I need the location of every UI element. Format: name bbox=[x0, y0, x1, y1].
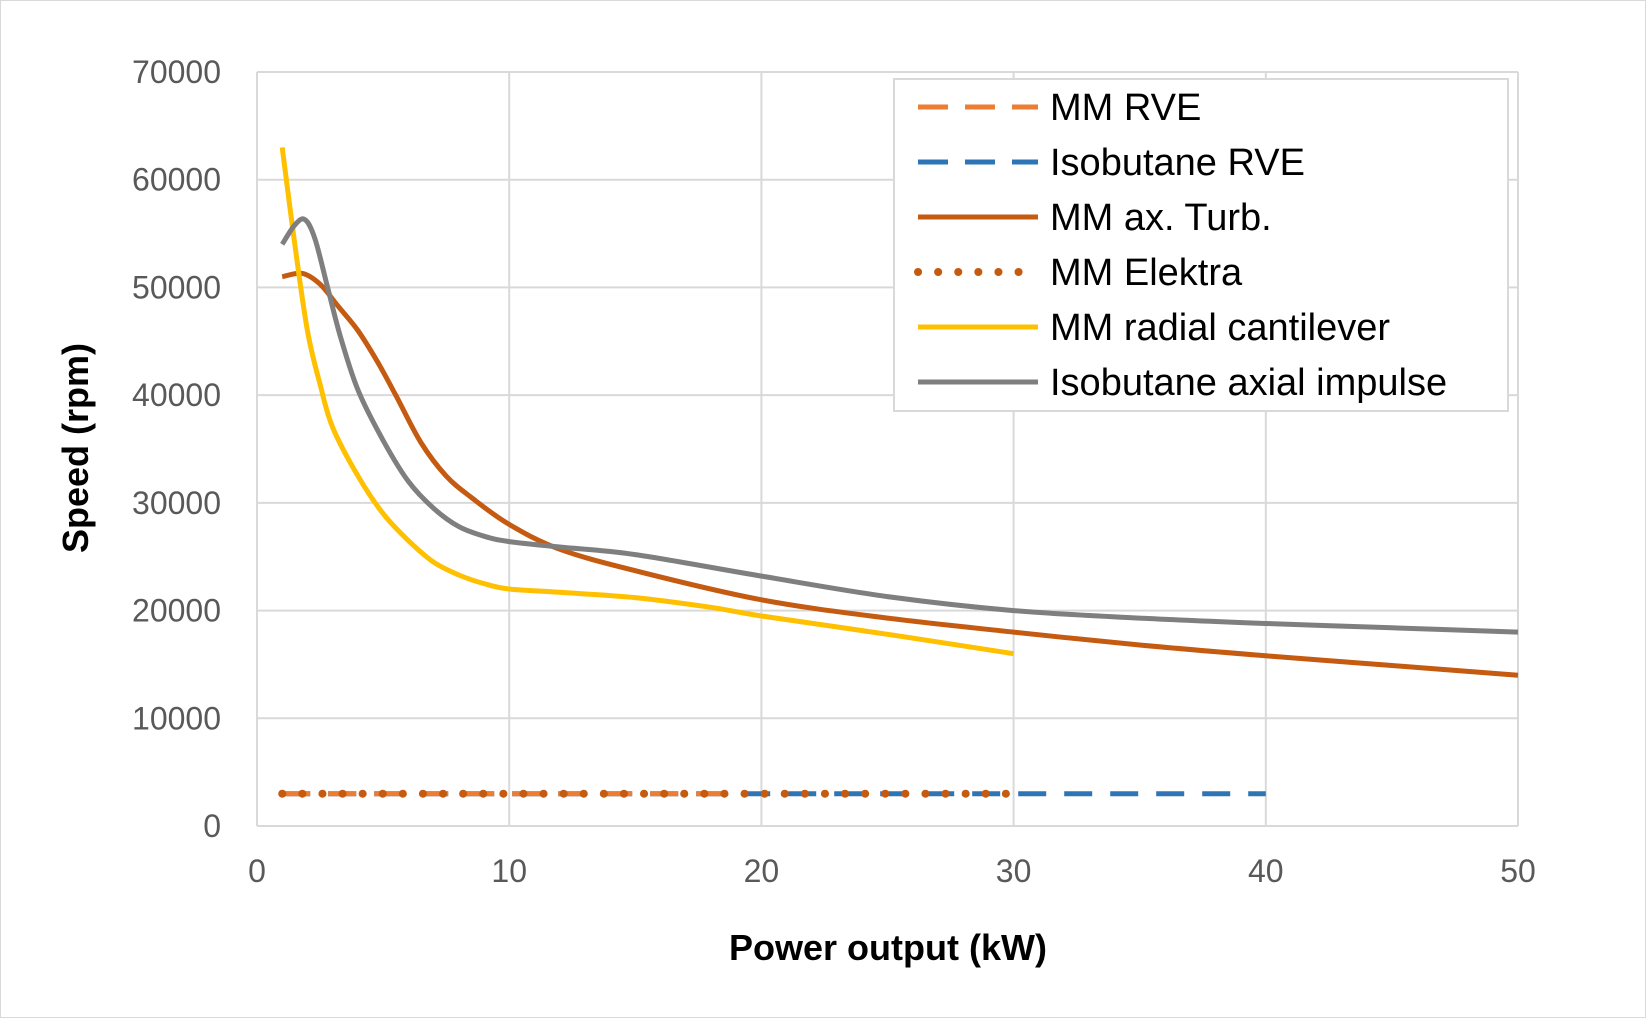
legend: MM RVE Isobutane RVE MM ax. Turb. MM Elektr… bbox=[893, 78, 1509, 412]
x-tick-label: 50 bbox=[1500, 853, 1536, 889]
series-line-isobutane-axial-impulse bbox=[280, 216, 1519, 635]
legend-items: MM RVE Isobutane RVE MM ax. Turb. MM Elektr… bbox=[914, 87, 1447, 404]
legend-box bbox=[893, 78, 1509, 412]
series-layer bbox=[278, 147, 1519, 798]
y-tick-label: 30000 bbox=[132, 485, 221, 521]
x-tick-label: 0 bbox=[248, 853, 266, 889]
y-tick-label: 10000 bbox=[132, 700, 221, 736]
y-tick-label: 20000 bbox=[132, 593, 221, 629]
x-axis-tick-labels: 0 10 20 30 40 50 bbox=[248, 853, 1536, 889]
x-tick-label: 20 bbox=[744, 853, 780, 889]
legend-label: MM radial cantilever bbox=[1050, 307, 1390, 349]
x-tick-label: 40 bbox=[1248, 853, 1284, 889]
y-axis-title: Speed (rpm) bbox=[55, 343, 96, 553]
legend-label: MM RVE bbox=[1050, 87, 1201, 129]
y-axis-tick-labels: 0 10000 20000 30000 40000 50000 60000 70000 bbox=[132, 54, 221, 844]
legend-label: Isobutane RVE bbox=[1050, 142, 1305, 184]
x-tick-label: 10 bbox=[491, 853, 527, 889]
y-tick-label: 0 bbox=[203, 808, 221, 844]
y-tick-label: 60000 bbox=[132, 162, 221, 198]
legend-label: MM ax. Turb. bbox=[1050, 197, 1272, 239]
y-tick-label: 70000 bbox=[132, 54, 221, 90]
y-tick-label: 50000 bbox=[132, 269, 221, 305]
legend-label: Isobutane axial impulse bbox=[1050, 362, 1447, 404]
series-line-mm-radial-cantilever bbox=[279, 147, 1014, 657]
x-axis-title: Power output (kW) bbox=[729, 927, 1047, 968]
x-tick-label: 30 bbox=[996, 853, 1032, 889]
legend-label: MM Elektra bbox=[1050, 252, 1243, 294]
y-tick-label: 40000 bbox=[132, 377, 221, 413]
